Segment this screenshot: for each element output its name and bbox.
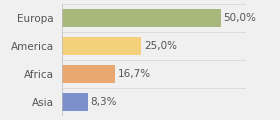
- Bar: [62, 65, 115, 83]
- Text: 16,7%: 16,7%: [117, 69, 150, 79]
- Bar: [62, 37, 141, 55]
- Bar: [62, 9, 221, 27]
- Text: 25,0%: 25,0%: [144, 41, 177, 51]
- Bar: [62, 93, 88, 111]
- Text: 50,0%: 50,0%: [223, 13, 256, 23]
- Text: 8,3%: 8,3%: [91, 97, 117, 107]
